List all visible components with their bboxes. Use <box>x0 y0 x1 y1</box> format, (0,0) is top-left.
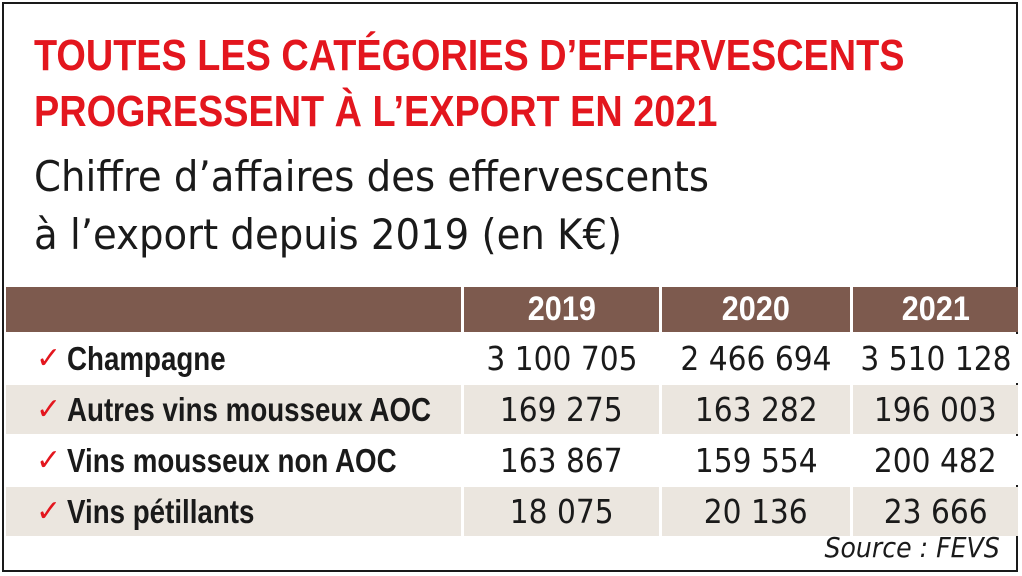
subtitle-line-1: Chiffre d’affaires des effervescents <box>34 152 709 201</box>
column-header: 2020 <box>721 290 791 328</box>
value-cell: 163 282 <box>662 385 850 434</box>
value-2020: 2 466 694 <box>680 339 832 378</box>
value-2020: 159 554 <box>694 441 818 480</box>
value-cell: 169 275 <box>464 385 659 434</box>
value-2019: 18 075 <box>509 492 614 531</box>
subtitle-line-2: à l’export depuis 2019 (en K€) <box>34 210 623 259</box>
value-2019: 163 867 <box>500 441 623 480</box>
row-label-cell: ✓ Vins mousseux non AOC <box>6 436 461 485</box>
value-cell: 23 666 <box>853 487 1018 536</box>
table-header-row: 2019 2020 2021 <box>6 287 1018 332</box>
value-cell: 200 482 <box>853 436 1018 485</box>
value-cell: 196 003 <box>853 385 1018 434</box>
row-label-cell: ✓ Autres vins mousseux AOC <box>6 385 461 434</box>
value-cell: 3 510 128 <box>853 334 1018 383</box>
value-2020: 20 136 <box>704 492 808 531</box>
value-2021: 23 666 <box>883 492 988 531</box>
value-cell: 20 136 <box>662 487 850 536</box>
value-2019: 3 100 705 <box>485 339 638 378</box>
title-line-2: PROGRESSENT À L’EXPORT EN 2021 <box>34 87 718 136</box>
value-cell: 2 466 694 <box>662 334 850 383</box>
row-label: Autres vins mousseux AOC <box>67 390 432 428</box>
value-2019: 169 275 <box>500 390 623 429</box>
table-row: ✓ Vins mousseux non AOC 163 867 159 554 … <box>6 436 1018 485</box>
source-note: Source : FEVS <box>824 531 1000 564</box>
column-header: 2019 <box>527 290 596 328</box>
checkmark-icon: ✓ <box>36 494 62 529</box>
data-table: 2019 2020 2021 ✓ Champagne 3 100 705 2 4… <box>6 287 1018 538</box>
page-title: TOUTES LES CATÉGORIES D’EFFERVESCENTS PR… <box>34 28 905 140</box>
value-2021: 200 482 <box>874 441 997 480</box>
header-cell-2019: 2019 <box>464 287 659 332</box>
value-cell: 159 554 <box>662 436 850 485</box>
header-empty-cell <box>6 287 461 332</box>
checkmark-icon: ✓ <box>36 392 62 427</box>
row-label-cell: ✓ Champagne <box>6 334 461 383</box>
table-row: ✓ Champagne 3 100 705 2 466 694 3 510 12… <box>6 334 1018 383</box>
checkmark-icon: ✓ <box>36 443 62 478</box>
table-row: ✓ Vins pétillants 18 075 20 136 23 666 <box>6 487 1018 536</box>
row-label: Vins mousseux non AOC <box>67 441 397 479</box>
row-label: Vins pétillants <box>67 492 255 530</box>
page-subtitle: Chiffre d’affaires des effervescents à l… <box>34 148 917 264</box>
value-2021: 196 003 <box>874 390 997 429</box>
title-line-1: TOUTES LES CATÉGORIES D’EFFERVESCENTS <box>34 31 905 80</box>
header-cell-2021: 2021 <box>853 287 1018 332</box>
value-cell: 18 075 <box>464 487 659 536</box>
value-2020: 163 282 <box>694 390 818 429</box>
row-label: Champagne <box>67 339 226 377</box>
header-cell-2020: 2020 <box>662 287 850 332</box>
table-row: ✓ Autres vins mousseux AOC 169 275 163 2… <box>6 385 1018 434</box>
value-cell: 163 867 <box>464 436 659 485</box>
value-2021: 3 510 128 <box>859 339 1012 378</box>
row-label-cell: ✓ Vins pétillants <box>6 487 461 536</box>
checkmark-icon: ✓ <box>36 341 62 376</box>
value-cell: 3 100 705 <box>464 334 659 383</box>
column-header: 2021 <box>901 290 970 328</box>
